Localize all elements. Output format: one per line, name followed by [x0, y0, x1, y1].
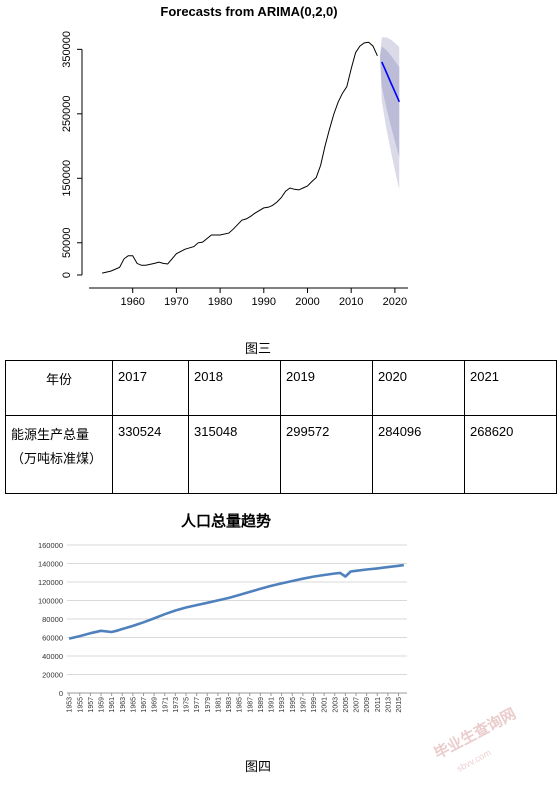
- year-cell: 2018: [188, 360, 281, 416]
- x-tick-label: 2009: [364, 697, 371, 713]
- x-tick-label: 2003: [332, 697, 339, 713]
- x-tick-label: 1957: [88, 697, 95, 713]
- x-tick-label: 1977: [194, 697, 201, 713]
- x-tick-label: 2013: [385, 697, 392, 713]
- chart-lines: [68, 563, 404, 640]
- x-tick-label: 1989: [258, 697, 265, 713]
- y-tick-label: 50000: [61, 227, 73, 258]
- y-tick-label: 150000: [61, 160, 73, 197]
- x-tick-label: 1999: [311, 697, 318, 713]
- x-tick-label: 1995: [290, 697, 297, 713]
- x-tick-label: 1975: [184, 697, 191, 713]
- chart-title: 人口总量趋势: [181, 512, 271, 530]
- x-tick-label: 1955: [77, 697, 84, 713]
- value-cell: 268620: [464, 415, 557, 494]
- table-header-row: 年份 2017 2018 2019 2020 2021: [5, 360, 557, 416]
- population-line: [68, 563, 404, 640]
- header-year-label: 年份: [5, 360, 113, 416]
- year-cell: 2017: [112, 360, 189, 416]
- y-tick-label: 80000: [42, 615, 63, 624]
- year-cell: 2019: [280, 360, 373, 416]
- chart-lines: [101, 41, 401, 274]
- y-tick-label: 0: [61, 272, 73, 278]
- x-tick-label: 1987: [247, 697, 254, 713]
- x-tick-label: 1971: [162, 697, 169, 713]
- chart-title: Forecasts from ARIMA(0,2,0): [160, 4, 337, 19]
- figure3-caption: 图三: [244, 342, 271, 357]
- chart-gridlines: 0 20000 40000 60000 80000 100000 120000 140000 1…: [38, 541, 407, 713]
- figure4-caption: 图四: [244, 760, 271, 775]
- row-label-line2: （万吨标准煤）: [11, 452, 103, 467]
- year-cell: 2020: [372, 360, 465, 416]
- x-tick-label: 1991: [269, 697, 276, 713]
- x-tick-label: 1961: [109, 697, 116, 713]
- x-tick-label: 1960: [120, 296, 144, 305]
- x-tick-label: 2000: [295, 296, 319, 305]
- history-line: [101, 41, 378, 274]
- x-tick-label: 1997: [300, 697, 307, 713]
- x-tick-label: 1990: [252, 296, 276, 305]
- population-trend-chart: 人口总量趋势 0 20000 40000 60000 80000 100000 120000…: [38, 512, 407, 713]
- row-label: 能源生产总量 （万吨标准煤）: [5, 415, 113, 494]
- y-tick-label: 140000: [38, 560, 63, 569]
- y-tick-label: 0: [59, 689, 63, 698]
- x-tick-label: 1965: [130, 697, 137, 713]
- arima-forecast-chart: Forecasts from ARIMA(0,2,0) 1960 1970 1980…: [61, 4, 408, 305]
- x-tick-label: 1985: [237, 697, 244, 713]
- x-tick-label: 1967: [141, 697, 148, 713]
- row-label-line1: 能源生产总量: [11, 428, 90, 443]
- x-tick-label: 2007: [354, 697, 361, 713]
- x-tick-label: 2011: [375, 697, 382, 712]
- y-tick-label: 250000: [61, 95, 73, 132]
- value-cell: 299572: [280, 415, 373, 494]
- value-cell: 315048: [188, 415, 281, 494]
- x-tick-label: 1963: [120, 697, 127, 713]
- y-tick-label: 120000: [38, 578, 63, 587]
- x-tick-label: 2001: [322, 697, 329, 713]
- y-tick-label: 40000: [42, 652, 63, 661]
- x-tick-label: 2005: [343, 697, 350, 713]
- x-tick-label: 1980: [208, 296, 232, 305]
- y-tick-label: 100000: [38, 597, 63, 606]
- value-cell: 330524: [112, 415, 189, 494]
- x-tick-label: 1993: [279, 697, 286, 713]
- energy-production-table: 年份 2017 2018 2019 2020 2021 能源生产总量 （万吨标准…: [5, 360, 557, 494]
- forecast-band-80: [380, 46, 400, 158]
- x-tick-label: 1969: [152, 697, 159, 713]
- table-row: 能源生产总量 （万吨标准煤） 330524 315048 299572 2840…: [5, 415, 557, 494]
- y-tick-label: 160000: [38, 541, 63, 550]
- x-tick-label: 1970: [164, 296, 188, 305]
- x-tick-label: 2020: [383, 296, 407, 305]
- forecast-line: [381, 61, 401, 103]
- x-tick-label: 1983: [226, 697, 233, 713]
- x-tick-label: 2010: [339, 296, 363, 305]
- forecast-bands: [380, 37, 400, 190]
- x-tick-label: 1981: [215, 697, 222, 713]
- year-cell: 2021: [464, 360, 557, 416]
- x-tick-label: 1953: [67, 697, 74, 713]
- value-cell: 284096: [372, 415, 465, 494]
- x-tick-label: 1959: [99, 697, 106, 713]
- x-tick-label: 1973: [173, 697, 180, 713]
- y-tick-label: 350000: [61, 31, 73, 68]
- x-tick-label: 1979: [205, 697, 212, 713]
- chart-axes: 1960 1970 1980 1990 2000 2010 2020 0 50000 150000…: [61, 31, 408, 305]
- x-tick-label: 2015: [396, 697, 403, 713]
- y-tick-label: 60000: [42, 634, 63, 643]
- y-tick-label: 20000: [42, 671, 63, 680]
